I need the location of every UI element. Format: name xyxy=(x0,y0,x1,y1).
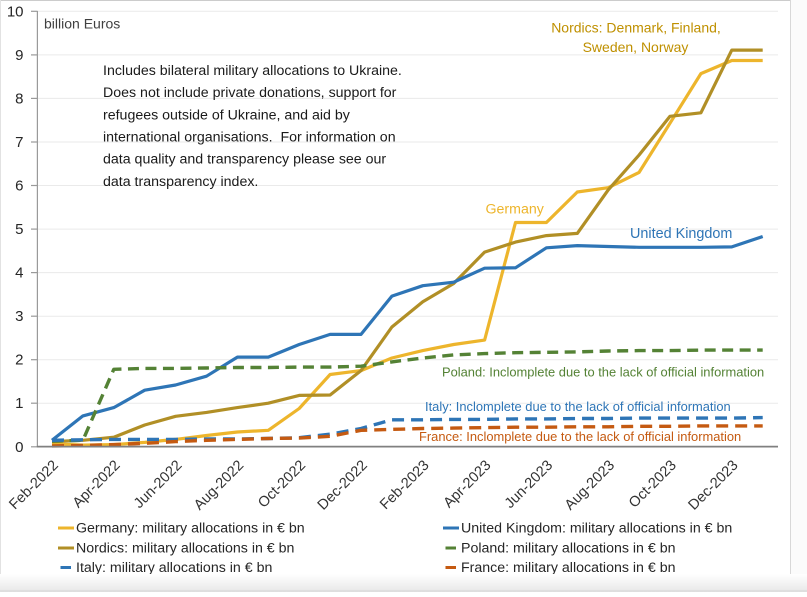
svg-text:France: military allocations i: France: military allocations in € bn xyxy=(461,560,675,576)
svg-text:0: 0 xyxy=(15,439,23,456)
svg-text:Italy: Inclomplete due to the: Italy: Inclomplete due to the lack of of… xyxy=(425,399,731,414)
svg-text:Italy: military allocations in: Italy: military allocations in € bn xyxy=(76,560,272,576)
svg-text:4: 4 xyxy=(15,265,23,282)
svg-text:United Kingdom: military alloc: United Kingdom: military allocations in … xyxy=(461,521,732,537)
svg-text:refugees outside of Ukraine, a: refugees outside of Ukraine, and aid by xyxy=(103,107,351,123)
svg-text:Poland: Inclomplete due to the: Poland: Inclomplete due to the lack of o… xyxy=(442,365,764,380)
svg-text:Does not include private donat: Does not include private donations, supp… xyxy=(103,85,397,101)
svg-text:Includes bilateral military al: Includes bilateral military allocations … xyxy=(103,63,402,79)
svg-text:7: 7 xyxy=(15,134,23,151)
svg-text:Nordics: military allocations: Nordics: military allocations in € bn xyxy=(76,541,294,557)
svg-text:United Kingdom: United Kingdom xyxy=(630,226,732,242)
svg-text:Germany: Germany xyxy=(486,202,545,218)
svg-text:Nordics: Denmark, Finland,: Nordics: Denmark, Finland, xyxy=(551,20,721,36)
svg-text:international organisations.: international organisations. For informa… xyxy=(103,129,396,145)
svg-text:8: 8 xyxy=(15,90,23,107)
svg-text:Sweden, Norway: Sweden, Norway xyxy=(583,39,689,55)
svg-text:2: 2 xyxy=(15,352,23,369)
svg-text:billion Euros: billion Euros xyxy=(44,16,120,32)
svg-text:Germany: military allocations: Germany: military allocations in € bn xyxy=(76,521,305,537)
svg-text:France: Inclomplete due to the: France: Inclomplete due to the lack of o… xyxy=(419,429,741,444)
svg-text:5: 5 xyxy=(15,221,23,238)
svg-text:1: 1 xyxy=(15,395,23,412)
svg-text:9: 9 xyxy=(15,47,23,64)
svg-text:data quality and transparency: data quality and transparency please see… xyxy=(103,152,386,168)
svg-text:10: 10 xyxy=(7,3,24,20)
svg-text:data transparency index.: data transparency index. xyxy=(103,174,258,190)
svg-text:Poland: military allocations i: Poland: military allocations in € bn xyxy=(461,541,676,557)
svg-text:3: 3 xyxy=(15,308,23,325)
svg-text:6: 6 xyxy=(15,178,23,195)
